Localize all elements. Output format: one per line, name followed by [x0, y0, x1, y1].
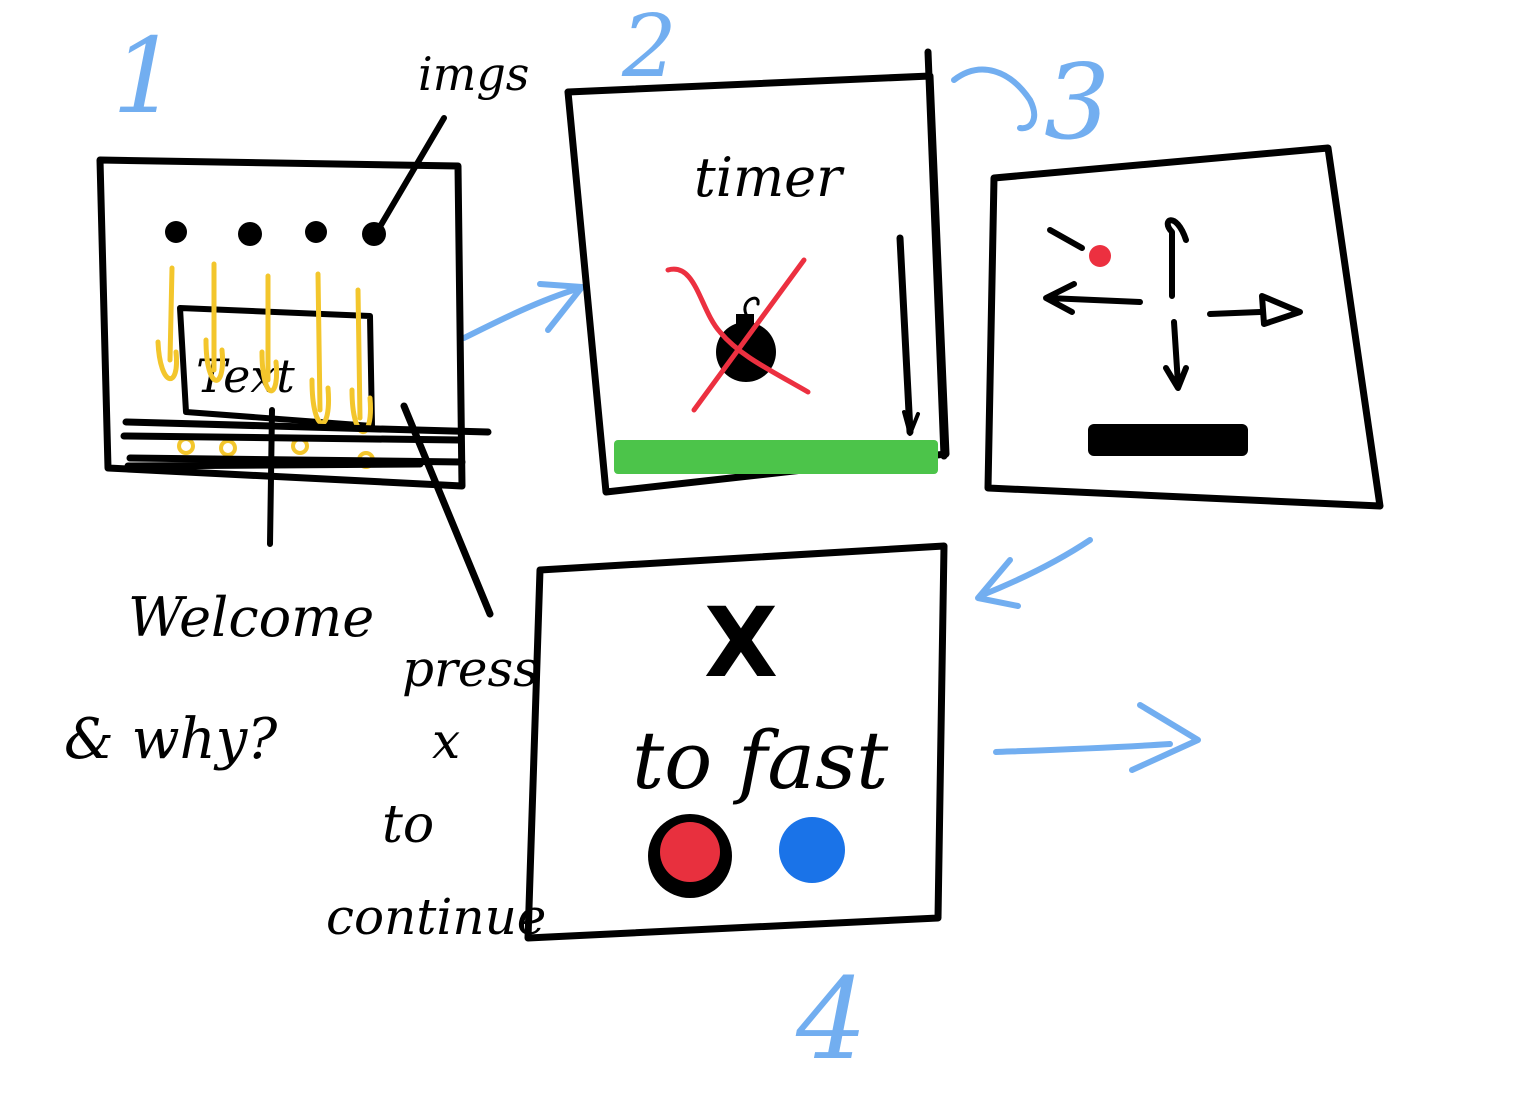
- flow-arrow-2-to-3: [951, 66, 1038, 132]
- flow-arrow-4-out: [993, 702, 1201, 773]
- red-button-icon: [648, 814, 732, 898]
- panel-4-frame: [524, 542, 948, 942]
- press-x-annotation: x: [432, 712, 460, 770]
- step-number-1: 1: [112, 15, 178, 137]
- x-key-label: X: [704, 587, 778, 699]
- panel-1-frame: [96, 156, 466, 490]
- why-caption: & why?: [64, 707, 278, 772]
- imgs-annotation: imgs: [418, 47, 529, 101]
- step-number-2: 2: [621, 0, 677, 97]
- red-dot-icon: [1089, 245, 1111, 267]
- press-annotation: press: [402, 640, 539, 698]
- control-bar: [1088, 424, 1248, 456]
- panel-3-frame: [984, 144, 1384, 510]
- blue-button-icon: [779, 817, 845, 883]
- flow-arrow-3-to-4: [975, 537, 1093, 609]
- panel-3-controls: [984, 144, 1384, 510]
- arrow-up-icon: [1164, 217, 1189, 299]
- step-number-4: 4: [795, 955, 867, 1085]
- arrow-left-icon: [1043, 281, 1143, 315]
- image-placeholder-icon: [165, 221, 187, 243]
- panel-4-speed: X to fast: [524, 542, 948, 942]
- image-placeholder-icon: [305, 221, 327, 243]
- panel-2-timer: timer: [564, 48, 950, 496]
- welcome-caption: Welcome: [128, 586, 374, 649]
- to-fast-caption: to fast: [632, 714, 889, 807]
- red-cross-icon: [665, 266, 811, 395]
- arrow-right-icon: [1207, 293, 1303, 327]
- timer-progress-bar: [614, 440, 938, 474]
- step-number-3: 3: [1044, 41, 1110, 163]
- panel-2-frame: [564, 72, 950, 496]
- continue-annotation: continue: [326, 888, 546, 946]
- flow-arrow-1-to-2: [461, 281, 585, 341]
- image-placeholder-icon: [238, 222, 262, 246]
- to-annotation: to: [382, 795, 434, 855]
- panel-1-welcome: Text: [96, 115, 494, 618]
- timer-countdown-line: [896, 234, 914, 436]
- timer-title: timer: [694, 146, 845, 209]
- arrow-down-icon: [1163, 319, 1189, 391]
